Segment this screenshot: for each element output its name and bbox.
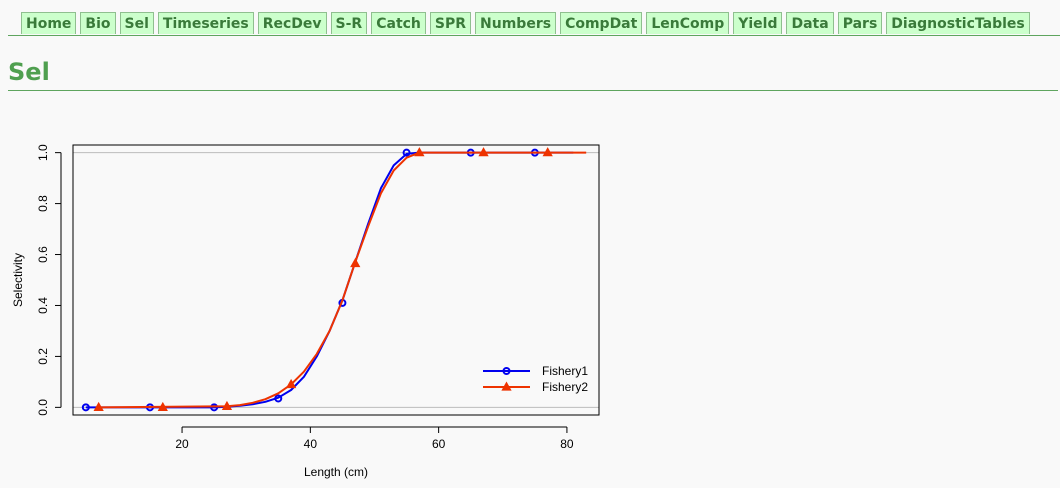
tab-timeseries[interactable]: Timeseries: [157, 12, 254, 34]
data-point-fishery1-5: [402, 148, 411, 157]
y-tick-label-4: 0.8: [36, 195, 50, 212]
tab-pars[interactable]: Pars: [837, 12, 883, 34]
plot-frame: [72, 144, 600, 416]
nav-tabs: Home Bio Sel Timeseries RecDev S-R Catch…: [21, 12, 1030, 34]
y-tick-label-3: 0.6: [36, 246, 50, 263]
legend-label-fishery1: Fishery1: [542, 364, 588, 378]
data-point-fishery2-4: [350, 257, 361, 268]
tab-data[interactable]: Data: [786, 12, 834, 34]
tab-compdat[interactable]: CompDat: [560, 12, 643, 34]
x-tick-label-3: 80: [560, 437, 574, 451]
tab-recdev[interactable]: RecDev: [257, 12, 327, 34]
series-line-fishery1: [85, 151, 574, 409]
reference-lines: [73, 152, 599, 408]
data-point-fishery1-3: [274, 394, 283, 403]
legend: Fishery1 Fishery2: [483, 364, 588, 394]
series-fishery2: [93, 147, 587, 412]
data-point-fishery2-3: [285, 378, 297, 389]
top-nav: Home Bio Sel Timeseries RecDev S-R Catch…: [8, 0, 1060, 36]
legend-marker-fishery1: [502, 367, 511, 375]
selectivity-chart: 20 40 60 80 0.00.20.40.60.81.0 Length (cm) …: [11, 144, 600, 479]
legend-label-fishery2: Fishery2: [542, 380, 588, 394]
tab-sel[interactable]: Sel: [119, 12, 154, 34]
tab-catch[interactable]: Catch: [371, 12, 426, 34]
y-axis: 0.0 0.2 0.4 0.6 0.8 1.0: [36, 144, 62, 416]
tab-bio[interactable]: Bio: [80, 12, 116, 34]
legend-marker-fishery2: [501, 381, 512, 391]
tab-home[interactable]: Home: [21, 12, 77, 34]
tab-numbers[interactable]: Numbers: [475, 12, 557, 34]
series-layer: [81, 147, 587, 412]
data-point-fishery2-6: [478, 147, 489, 157]
tab-diagnostictables[interactable]: DiagnosticTables: [886, 12, 1030, 34]
y-tick-label-5: 1.0: [36, 144, 50, 161]
x-tick-label-2: 60: [432, 437, 446, 451]
data-point-fishery1-0: [81, 403, 90, 412]
tab-lencomp[interactable]: LenComp: [646, 12, 730, 34]
y-tick-label-0: 0.0: [36, 399, 50, 416]
tab-spr[interactable]: SPR: [429, 12, 472, 34]
tab-yield[interactable]: Yield: [733, 12, 783, 34]
y-tick-label-1: 0.2: [36, 348, 50, 365]
y-axis-label: Selectivity: [11, 253, 25, 307]
data-point-fishery2-0: [93, 401, 104, 412]
data-point-fishery2-2: [221, 400, 233, 410]
title-divider: [8, 90, 1058, 91]
page-title: Sel: [8, 58, 50, 86]
data-point-fishery2-7: [542, 147, 553, 157]
x-axis: 20 40 60 80: [175, 426, 574, 451]
tab-s-r[interactable]: S-R: [330, 12, 368, 34]
x-tick-label-1: 40: [304, 437, 318, 451]
series-line-fishery2: [98, 151, 587, 409]
x-tick-label-0: 20: [175, 437, 189, 451]
data-point-fishery2-1: [157, 401, 168, 412]
x-axis-label: Length (cm): [304, 465, 368, 479]
y-tick-label-2: 0.4: [36, 297, 50, 314]
data-point-fishery2-5: [414, 147, 425, 157]
